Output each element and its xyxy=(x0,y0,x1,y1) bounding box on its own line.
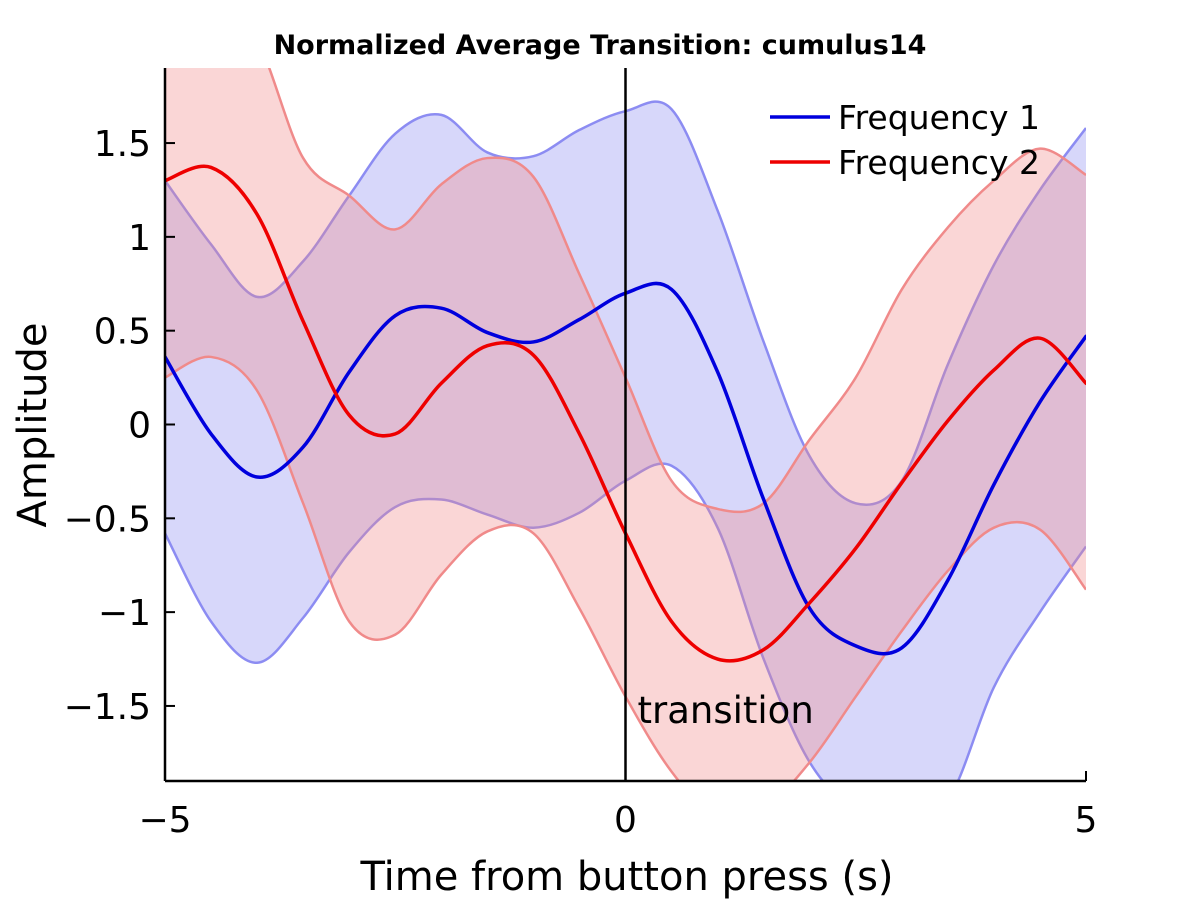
line-series-1 xyxy=(165,281,1086,656)
x-tick-label: 5 xyxy=(1075,800,1098,841)
y-tick-label: −0.5 xyxy=(64,499,151,540)
x-tick-label: −5 xyxy=(138,800,191,841)
y-tick-label: 0.5 xyxy=(94,312,151,353)
chart-title: Normalized Average Transition: cumulus14 xyxy=(274,30,927,61)
legend-label-series-1: Frequency 1 xyxy=(838,98,1040,137)
legend-label-series-2: Frequency 2 xyxy=(838,143,1040,182)
transition-marker: transition xyxy=(624,68,814,781)
band-upper-edge-series-2 xyxy=(267,68,1086,514)
axes xyxy=(163,68,1087,783)
band-lower-edge-series-1 xyxy=(165,462,1086,781)
legend: Frequency 1 Frequency 2 xyxy=(770,98,1040,182)
y-tick-label: 1 xyxy=(128,218,151,259)
y-axis-label: Amplitude xyxy=(10,323,56,528)
x-tick-label: 0 xyxy=(614,800,637,841)
x-axis-label: Time from button press (s) xyxy=(359,854,893,900)
line-series-2 xyxy=(165,164,1086,663)
transition-label: transition xyxy=(638,689,814,732)
tick-labels: 1.5 1 0.5 0 −0.5 −1 −1.5 −5 0 5 xyxy=(64,124,1098,841)
band-lower-edge-series-2 xyxy=(165,355,1086,781)
y-tick-label: −1.5 xyxy=(64,687,151,728)
band-upper-edge-series-1 xyxy=(165,100,1086,507)
y-tick-label: −1 xyxy=(98,593,151,634)
y-tick-label: 0 xyxy=(128,406,151,447)
series-lines xyxy=(165,164,1086,663)
y-tick-label: 1.5 xyxy=(94,124,151,165)
